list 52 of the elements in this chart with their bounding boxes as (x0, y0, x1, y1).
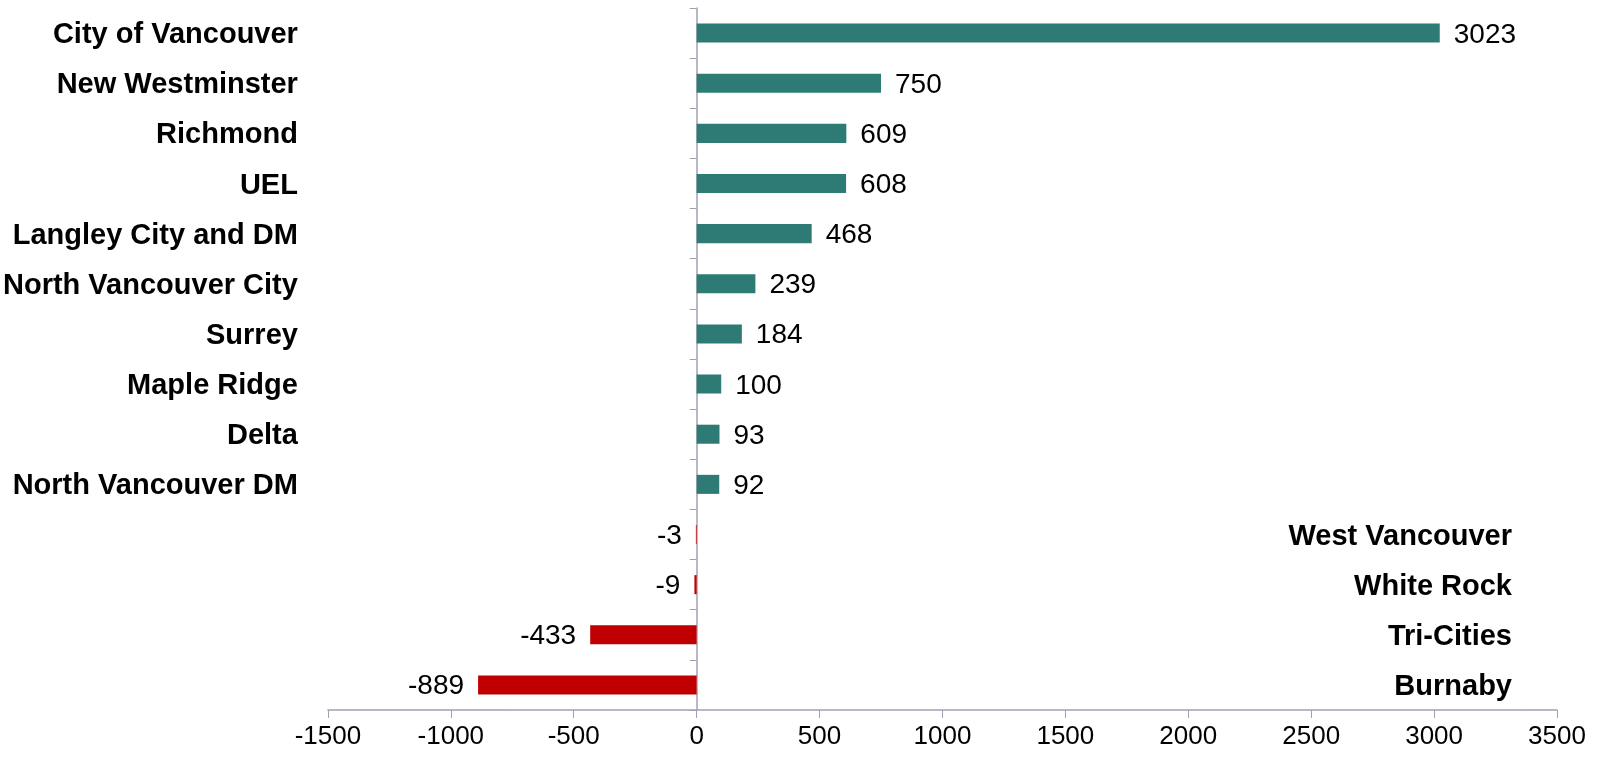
data-label: 750 (894, 67, 942, 99)
y-tick-label: North Vancouver DM (12, 468, 298, 501)
data-label: -889 (408, 669, 465, 701)
bar (478, 675, 697, 695)
bar (696, 424, 720, 444)
data-label: 92 (733, 468, 765, 500)
bar (696, 173, 847, 194)
y-tick-label: Burnaby (1394, 668, 1512, 701)
y-tick-label: Langley City and DM (12, 217, 298, 250)
bar (696, 123, 847, 143)
bar (696, 324, 742, 344)
bar (696, 374, 722, 394)
data-label: 468 (825, 218, 873, 250)
x-tick-label: -1500 (294, 720, 362, 750)
y-tick-label: Surrey (206, 317, 298, 350)
data-label: 609 (860, 117, 908, 149)
x-tick-label: -500 (547, 720, 600, 750)
y-tick-label: White Rock (1354, 568, 1513, 601)
data-label: 100 (735, 368, 782, 400)
bar (696, 23, 1440, 43)
data-label: -9 (655, 569, 681, 601)
bar (696, 73, 881, 93)
x-tick-label: 3500 (1528, 720, 1586, 750)
x-tick-label: -1000 (417, 720, 485, 750)
y-tick-label: Maple Ridge (127, 368, 298, 401)
data-label: -433 (520, 619, 577, 651)
x-tick-label: 2500 (1282, 720, 1341, 750)
y-tick-label: New Westminster (56, 67, 298, 100)
data-label: 239 (769, 268, 817, 300)
bar (696, 224, 812, 244)
y-tick-label: Richmond (156, 117, 298, 150)
x-tick-label: 2000 (1159, 720, 1218, 750)
bar (694, 575, 697, 595)
data-label: 93 (733, 418, 765, 450)
y-tick-label: UEL (239, 167, 298, 200)
y-tick-label: West Vancouver (1288, 518, 1512, 551)
y-tick-label: Tri-Cities (1387, 618, 1512, 651)
x-tick-label: 1000 (913, 720, 972, 750)
x-tick-label: 3000 (1405, 720, 1464, 750)
x-tick-label: 500 (797, 720, 842, 750)
data-label: 3023 (1453, 17, 1517, 49)
x-tick-label: 0 (689, 720, 704, 750)
bar (696, 274, 756, 294)
y-tick-label: North Vancouver City (2, 267, 298, 300)
data-label: -3 (656, 519, 682, 550)
y-tick-label: Delta (226, 418, 299, 451)
data-label: 608 (860, 168, 907, 199)
data-label: 184 (755, 318, 803, 350)
x-tick-label: 1500 (1036, 720, 1095, 750)
bar (590, 625, 697, 645)
y-tick-label: City of Vancouver (52, 17, 298, 50)
bar (696, 474, 720, 494)
